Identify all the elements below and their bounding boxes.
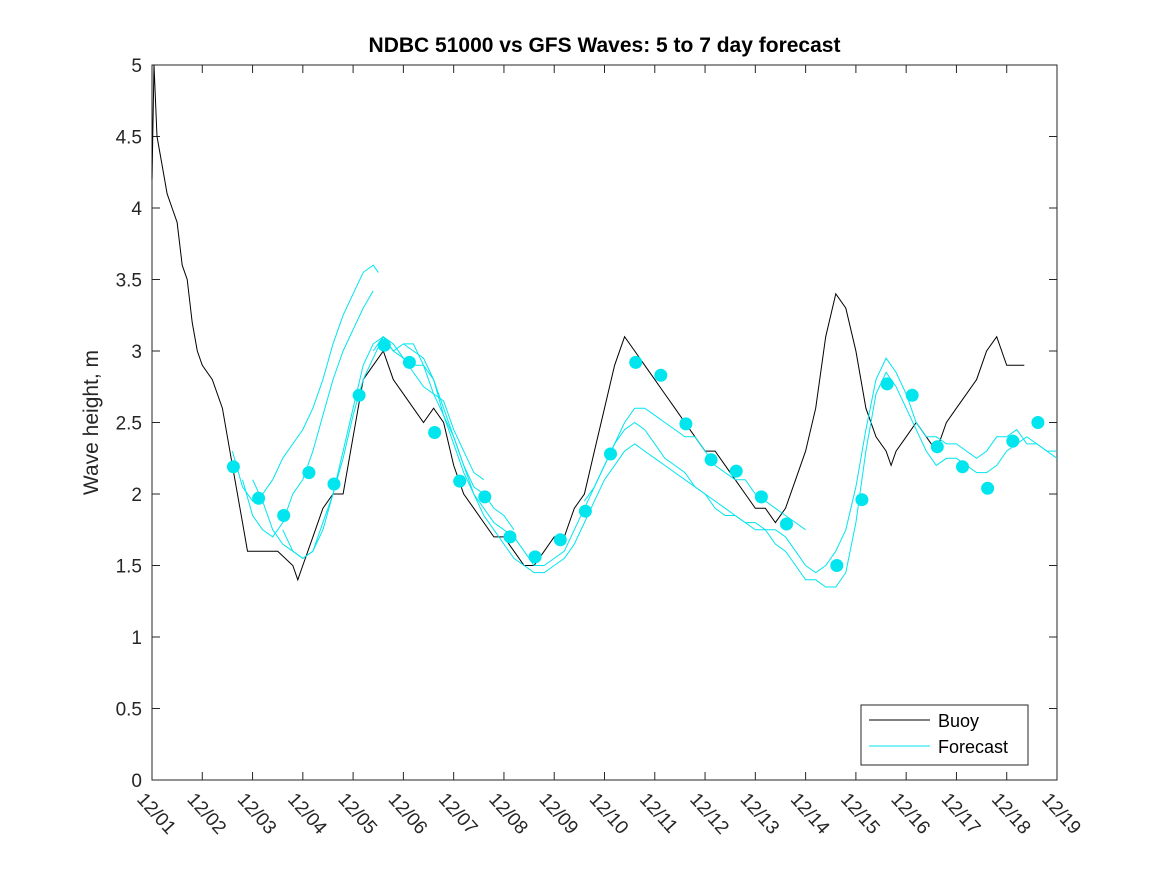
forecast-run-line-5 bbox=[372, 335, 1058, 574]
forecast-marker bbox=[453, 474, 467, 488]
y-tick-label: 2 bbox=[131, 485, 142, 506]
forecast-marker bbox=[956, 460, 969, 474]
forecast-marker bbox=[1006, 434, 1020, 448]
legend: Buoy Forecast bbox=[860, 704, 1029, 766]
forecast-marker bbox=[780, 517, 793, 531]
y-axis-ticks: 0 0.5 1 1.5 2 2.5 3 3.5 4 4.5 5 bbox=[116, 56, 1057, 792]
series-layer bbox=[151, 64, 1058, 588]
y-tick-label: 4 bbox=[131, 199, 142, 220]
forecast-run-line-3 bbox=[252, 335, 485, 560]
x-tick-label: 12/19 bbox=[1037, 789, 1084, 838]
forecast-marker bbox=[252, 491, 266, 505]
forecast-marker bbox=[654, 368, 668, 382]
x-tick-label: 12/15 bbox=[836, 789, 883, 838]
x-tick-label: 12/17 bbox=[937, 789, 984, 838]
plot-area bbox=[151, 64, 1058, 781]
x-tick-label: 12/06 bbox=[384, 789, 431, 838]
forecast-marker bbox=[629, 355, 643, 369]
forecast-marker bbox=[754, 490, 768, 504]
y-tick-label: 5 bbox=[131, 56, 142, 77]
y-tick-label: 3.5 bbox=[116, 271, 142, 292]
y-tick-label: 2.5 bbox=[116, 414, 142, 435]
forecast-marker bbox=[528, 550, 542, 564]
x-tick-label: 12/05 bbox=[333, 789, 380, 838]
forecast-marker bbox=[352, 388, 366, 402]
forecast-marker bbox=[1031, 416, 1045, 429]
forecast-marker bbox=[729, 464, 743, 478]
x-tick-label: 12/14 bbox=[786, 789, 834, 839]
x-tick-label: 12/12 bbox=[685, 789, 732, 838]
forecast-marker bbox=[704, 453, 718, 467]
x-tick-label: 12/03 bbox=[233, 789, 280, 838]
forecast-marker bbox=[679, 417, 693, 431]
forecast-marker bbox=[981, 481, 995, 495]
forecast-marker bbox=[905, 388, 919, 402]
legend-buoy-label: Buoy bbox=[938, 711, 979, 731]
y-tick-label: 4.5 bbox=[116, 128, 142, 149]
forecast-marker bbox=[503, 530, 517, 544]
y-tick-label: 0 bbox=[131, 771, 142, 792]
legend-box bbox=[860, 704, 1029, 766]
y-axis-label: Wave height, m bbox=[80, 350, 103, 495]
forecast-marker bbox=[226, 460, 240, 474]
forecast-marker bbox=[880, 377, 894, 391]
x-tick-label: 12/08 bbox=[484, 789, 531, 838]
forecast-marker bbox=[327, 477, 341, 491]
y-tick-label: 1 bbox=[131, 628, 142, 649]
x-tick-label: 12/10 bbox=[585, 789, 632, 838]
forecast-marker bbox=[604, 447, 617, 461]
x-tick-label: 12/18 bbox=[987, 789, 1034, 838]
forecast-marker bbox=[930, 440, 944, 454]
forecast-marker bbox=[277, 509, 291, 522]
forecast-run-line-4 bbox=[282, 335, 515, 560]
forecast-run-line-7 bbox=[583, 407, 806, 531]
forecast-marker bbox=[553, 533, 567, 547]
x-tick-label: 12/01 bbox=[132, 789, 179, 838]
forecast-marker bbox=[428, 426, 442, 439]
forecast-marker bbox=[578, 504, 592, 518]
x-tick-label: 12/09 bbox=[535, 789, 582, 838]
forecast-marker bbox=[402, 355, 416, 369]
y-tick-label: 1.5 bbox=[116, 557, 142, 578]
x-tick-label: 12/07 bbox=[434, 789, 481, 838]
y-tick-label: 3 bbox=[131, 342, 142, 363]
forecast-marker bbox=[377, 338, 391, 352]
forecast-marker bbox=[830, 559, 844, 572]
forecast-marker bbox=[302, 466, 316, 480]
y-tick-label: 0.5 bbox=[116, 700, 142, 721]
x-tick-label: 12/16 bbox=[886, 789, 933, 838]
legend-forecast-label: Forecast bbox=[938, 737, 1008, 757]
x-tick-label: 12/02 bbox=[183, 789, 230, 838]
x-tick-label: 12/13 bbox=[736, 789, 783, 838]
forecast-marker bbox=[855, 493, 869, 507]
chart-title: NDBC 51000 vs GFS Waves: 5 to 7 day fore… bbox=[369, 34, 841, 57]
forecast-marker bbox=[478, 490, 492, 504]
x-tick-label: 12/11 bbox=[635, 789, 681, 837]
forecast-run-line-2 bbox=[242, 290, 374, 538]
x-tick-label: 12/04 bbox=[283, 789, 331, 839]
forecast-run-line-6 bbox=[403, 343, 1057, 588]
